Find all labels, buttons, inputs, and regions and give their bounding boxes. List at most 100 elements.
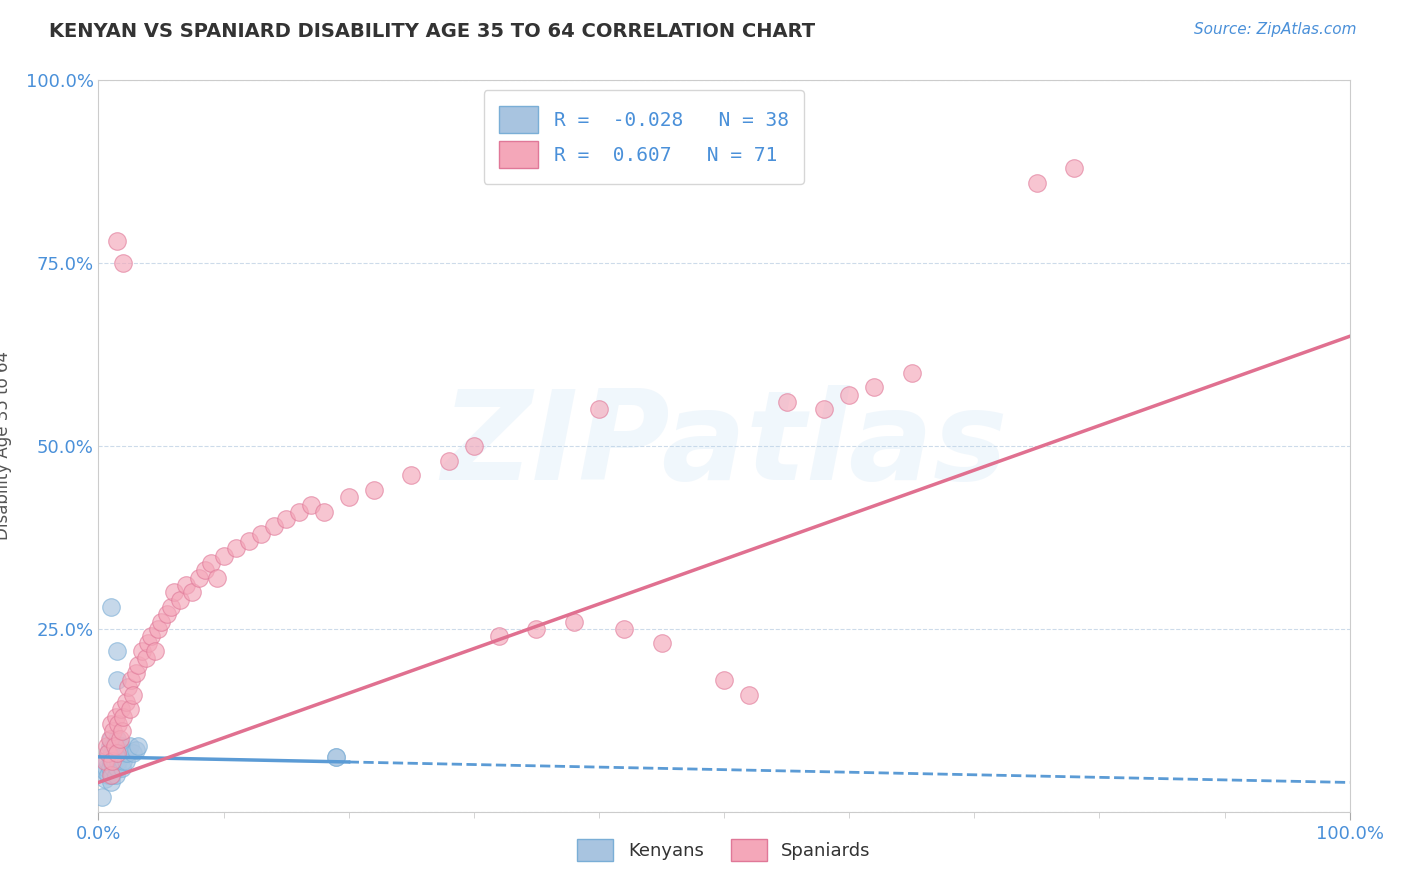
Point xyxy=(562,615,585,629)
Point xyxy=(114,746,136,760)
Point xyxy=(111,761,134,775)
Point xyxy=(108,746,131,760)
Point xyxy=(263,519,285,533)
Point xyxy=(100,717,122,731)
Legend: Kenyans, Spaniards: Kenyans, Spaniards xyxy=(569,832,879,869)
Point xyxy=(287,505,309,519)
Point xyxy=(93,772,115,786)
Point xyxy=(105,731,128,746)
Point xyxy=(104,754,127,768)
Point xyxy=(325,749,347,764)
Point xyxy=(127,739,149,753)
Point xyxy=(900,366,922,380)
Point xyxy=(107,717,129,731)
Point xyxy=(187,571,209,585)
Point xyxy=(108,731,131,746)
Point xyxy=(105,761,128,775)
Point xyxy=(117,681,139,695)
Point xyxy=(143,644,166,658)
Point xyxy=(105,644,128,658)
Point xyxy=(93,754,115,768)
Point xyxy=(94,761,117,775)
Point xyxy=(156,607,179,622)
Point xyxy=(122,746,145,760)
Y-axis label: Disability Age 35 to 64: Disability Age 35 to 64 xyxy=(0,351,11,541)
Point xyxy=(101,746,124,760)
Point xyxy=(105,673,128,687)
Point xyxy=(104,709,127,723)
Point xyxy=(115,754,138,768)
Point xyxy=(112,709,135,723)
Point xyxy=(112,256,135,270)
Point xyxy=(150,615,173,629)
Point xyxy=(524,622,547,636)
Point xyxy=(863,380,886,394)
Point xyxy=(613,622,636,636)
Point xyxy=(299,498,322,512)
Point xyxy=(101,754,124,768)
Point xyxy=(105,746,128,760)
Point xyxy=(135,651,157,665)
Point xyxy=(97,746,120,760)
Point xyxy=(93,764,115,779)
Point xyxy=(325,749,347,764)
Point xyxy=(401,468,423,483)
Point xyxy=(107,754,129,768)
Point xyxy=(98,731,121,746)
Point xyxy=(1063,161,1085,175)
Point xyxy=(138,636,160,650)
Point xyxy=(112,754,135,768)
Point xyxy=(118,702,141,716)
Point xyxy=(713,673,735,687)
Text: KENYAN VS SPANIARD DISABILITY AGE 35 TO 64 CORRELATION CHART: KENYAN VS SPANIARD DISABILITY AGE 35 TO … xyxy=(49,22,815,41)
Point xyxy=(181,585,204,599)
Point xyxy=(437,453,460,467)
Point xyxy=(100,731,122,746)
Point xyxy=(160,599,183,614)
Point xyxy=(103,724,125,739)
Point xyxy=(250,526,273,541)
Point xyxy=(104,739,127,753)
Point xyxy=(174,578,197,592)
Point xyxy=(194,563,217,577)
Point xyxy=(200,556,222,570)
Point xyxy=(105,234,128,248)
Point xyxy=(104,746,127,760)
Point xyxy=(127,658,149,673)
Point xyxy=(103,761,125,775)
Point xyxy=(588,402,610,417)
Point xyxy=(110,702,132,716)
Point xyxy=(125,665,148,680)
Text: ZIPatlas: ZIPatlas xyxy=(441,385,1007,507)
Point xyxy=(96,739,118,753)
Point xyxy=(162,585,184,599)
Point xyxy=(274,512,298,526)
Point xyxy=(1026,176,1049,190)
Point xyxy=(488,629,510,643)
Point xyxy=(97,768,120,782)
Point xyxy=(100,768,122,782)
Point xyxy=(169,592,191,607)
Point xyxy=(122,688,145,702)
Point xyxy=(738,688,761,702)
Point xyxy=(101,768,124,782)
Text: Source: ZipAtlas.com: Source: ZipAtlas.com xyxy=(1194,22,1357,37)
Point xyxy=(110,739,132,753)
Point xyxy=(813,402,835,417)
Point xyxy=(104,768,127,782)
Point xyxy=(100,775,122,789)
Point xyxy=(120,673,142,687)
Point xyxy=(115,695,138,709)
Point xyxy=(97,746,120,760)
Point xyxy=(125,742,148,756)
Point xyxy=(111,724,134,739)
Point xyxy=(98,761,121,775)
Point xyxy=(207,571,229,585)
Point xyxy=(148,622,170,636)
Point xyxy=(312,505,335,519)
Point xyxy=(212,549,235,563)
Point xyxy=(118,739,141,753)
Point xyxy=(115,746,138,760)
Point xyxy=(776,395,799,409)
Point xyxy=(139,629,162,643)
